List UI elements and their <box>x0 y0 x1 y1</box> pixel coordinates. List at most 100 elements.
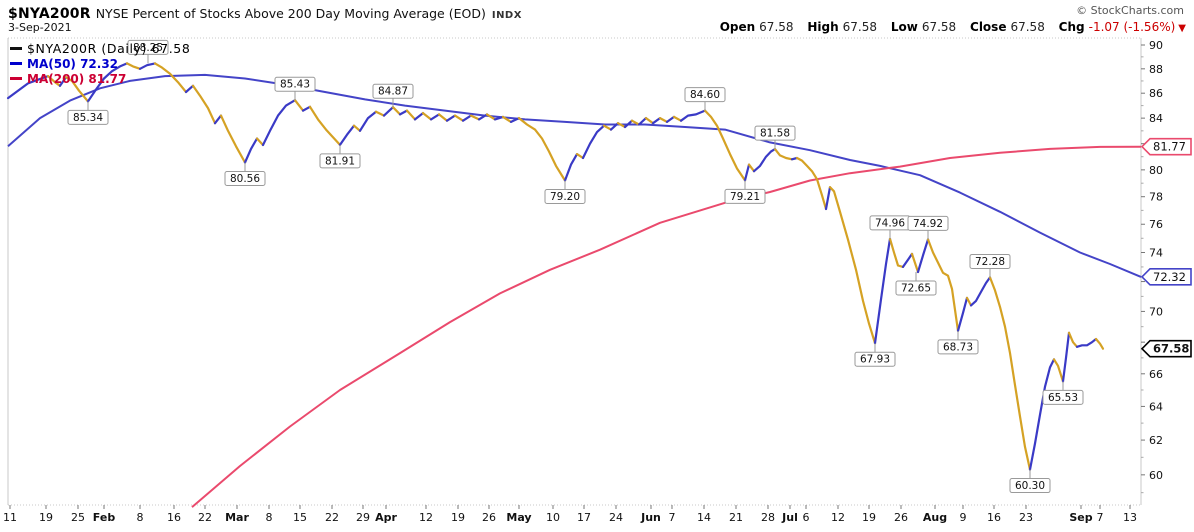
annotation-box <box>937 339 979 355</box>
price-annotation: 60.30 <box>1015 480 1045 492</box>
price-line-segment <box>873 237 892 345</box>
price-line-segment <box>437 113 449 122</box>
y-tick-label: 88 <box>1149 63 1163 76</box>
x-tick-label: 19 <box>39 511 53 524</box>
price-annotation: 84.87 <box>378 86 408 98</box>
price-annotation: 85.34 <box>73 112 103 124</box>
price-annotation: 74.96 <box>875 217 905 229</box>
price-line-segment <box>747 163 756 173</box>
price-line-segment <box>213 114 223 125</box>
x-tick-label: May <box>506 511 531 524</box>
annotation-box <box>907 215 949 231</box>
price-line-segment <box>1094 337 1105 350</box>
price-line-segment <box>969 276 992 307</box>
annotation-box <box>319 153 361 169</box>
x-tick-label: 26 <box>894 511 908 524</box>
price-line-segment <box>1052 358 1065 383</box>
annotation-box <box>754 125 796 141</box>
y-tick-label: 64 <box>1149 400 1163 413</box>
close-label: Close <box>970 20 1007 34</box>
x-tick-label: Apr <box>375 511 397 524</box>
price-line-segment <box>405 109 417 121</box>
high-label: High <box>807 20 839 34</box>
ma200-swatch-icon <box>10 77 22 80</box>
price-line-segment <box>824 186 832 211</box>
x-tick-label: Aug <box>923 511 947 524</box>
price-line-segment <box>637 116 648 126</box>
axis-price-tag-label: 72.32 <box>1153 270 1186 284</box>
x-tick-label: 28 <box>761 511 775 524</box>
x-tick-label: 19 <box>862 511 876 524</box>
price-line-segment <box>679 109 707 122</box>
x-tick-label: 8 <box>266 511 273 524</box>
price-line-segment <box>493 115 505 121</box>
price-line-segment <box>469 114 481 121</box>
price-line-segment <box>965 296 973 307</box>
quote-row: Open 67.58 High 67.58 Low 67.58 Close 67.58 … <box>710 20 1186 34</box>
price-line-segment <box>888 237 905 268</box>
price-line-segment <box>630 119 641 126</box>
price-annotation: 67.93 <box>860 354 890 366</box>
price-line-segment <box>1028 358 1056 471</box>
price-line-segment <box>477 113 489 121</box>
y-tick-label: 78 <box>1149 191 1163 204</box>
title-row: $NYA200R NYSE Percent of Stocks Above 200… <box>8 3 522 22</box>
price-line-segment <box>916 238 930 274</box>
annotation-box <box>372 83 414 99</box>
x-tick-label: 24 <box>609 511 623 524</box>
x-tick-label: 29 <box>356 511 370 524</box>
axis-price-tag-label: 67.58 <box>1153 342 1189 356</box>
price-annotation: 74.92 <box>913 218 943 230</box>
price-line-segment <box>301 105 312 112</box>
ma50-line <box>7 73 1142 278</box>
price-line-segment <box>1061 331 1071 383</box>
price-line-segment <box>358 110 378 132</box>
x-tick-label: 21 <box>729 511 743 524</box>
price-line-segment <box>153 62 188 94</box>
legend-ma200-label: MA(200) 81.77 <box>27 71 127 86</box>
legend-item-ma200: MA(200) 81.77 <box>10 71 190 86</box>
price-line-segment <box>485 113 497 121</box>
y-tick-label: 80 <box>1149 164 1163 177</box>
price-annotation: 81.58 <box>760 128 790 140</box>
chart-date: 3-Sep-2021 <box>8 21 72 34</box>
price-line-segment <box>623 119 634 129</box>
x-tick-label: 23 <box>1019 511 1033 524</box>
annotation-box <box>1042 389 1084 405</box>
annotation-box <box>895 280 937 296</box>
x-tick-label: 22 <box>198 511 212 524</box>
high-value: 67.58 <box>842 20 878 34</box>
x-tick-label: 6 <box>803 511 810 524</box>
price-annotation: 72.65 <box>901 283 931 295</box>
axis-price-tag <box>1140 339 1192 358</box>
price-line-segment <box>125 62 142 70</box>
price-line-segment <box>926 238 960 332</box>
price-line-segment <box>261 99 297 147</box>
price-line-segment <box>901 252 914 268</box>
y-tick-label: 84 <box>1149 112 1163 125</box>
x-tick-label: Feb <box>93 511 116 524</box>
price-line-segment <box>1075 337 1098 348</box>
x-tick-label: 10 <box>546 511 560 524</box>
axis-price-tag <box>1140 137 1192 156</box>
price-line-segment <box>752 148 777 173</box>
legend-item-ma50: MA(50) 72.32 <box>10 56 190 71</box>
annotation-box <box>724 188 766 204</box>
chart-legend: $NYA200R (Daily) 67.58 MA(50) 72.32 MA(2… <box>10 41 190 86</box>
annotation-box <box>969 253 1011 269</box>
price-line-segment <box>517 116 567 182</box>
price-line-segment <box>255 137 265 147</box>
price-line-segment <box>86 62 129 103</box>
price-annotation: 84.60 <box>690 89 720 101</box>
legend-price-label: $NYA200R (Daily) 67.58 <box>27 41 191 56</box>
y-tick-label: 60 <box>1149 469 1163 482</box>
price-annotation: 80.56 <box>230 173 260 185</box>
price-line-segment <box>1067 331 1079 348</box>
price-annotation: 79.21 <box>730 191 760 203</box>
price-line-segment <box>575 153 585 160</box>
price-line-segment <box>658 116 669 124</box>
x-tick-label: 16 <box>167 511 181 524</box>
x-tick-label: 25 <box>71 511 85 524</box>
axis-price-tag-label: 81.77 <box>1153 140 1186 154</box>
price-line-segment <box>453 114 465 122</box>
